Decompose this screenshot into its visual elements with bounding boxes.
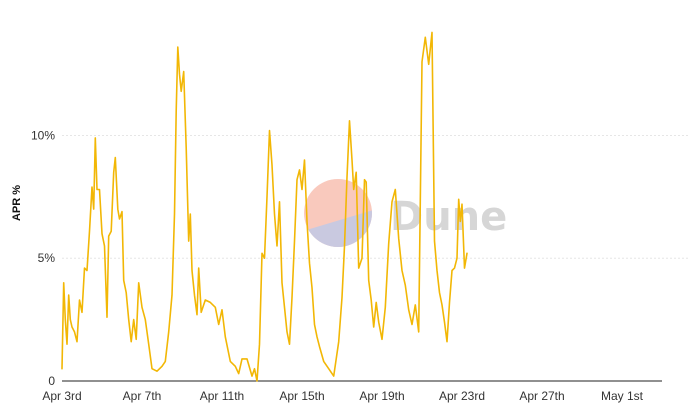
y-axis-title: APR % — [11, 185, 23, 221]
series-layer — [61, 31, 468, 382]
grid — [62, 134, 689, 382]
x-tick-label: Apr 27th — [519, 389, 564, 403]
x-axis-ticks: Apr 3rd Apr 7th Apr 11th Apr 15th Apr 19th Ap… — [42, 389, 643, 403]
x-tick-label: Apr 3rd — [42, 389, 81, 403]
apr-series-line — [61, 31, 468, 382]
x-tick-label: Apr 23rd — [439, 389, 485, 403]
x-tick-label: Apr 11th — [200, 389, 244, 403]
y-tick-label: 10% — [31, 128, 55, 142]
x-tick-label: Apr 15th — [279, 389, 324, 403]
x-tick-label: Apr 19th — [359, 389, 404, 403]
watermark-text: Dune — [390, 194, 507, 240]
y-tick-label: 5% — [38, 251, 56, 265]
y-tick-label: 0 — [48, 374, 55, 388]
x-tick-label: Apr 7th — [123, 389, 162, 403]
y-axis-ticks: 0 5% 10% — [31, 128, 55, 388]
dune-watermark: Dune — [304, 179, 507, 247]
x-tick-label: May 1st — [601, 389, 644, 403]
